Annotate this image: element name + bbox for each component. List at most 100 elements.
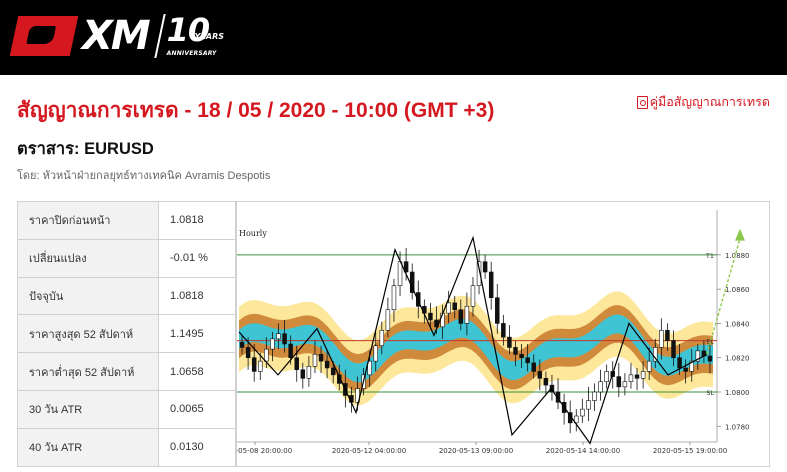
- level-label: T1: [705, 252, 714, 260]
- x-tick-label: 2020-05-08 20:00:00: [237, 447, 292, 455]
- y-tick-label: 1.0780: [725, 423, 750, 431]
- table-row: ปัจจุบัน 1.0818: [17, 276, 236, 316]
- candle-body: [677, 357, 682, 369]
- timeframe-label: Hourly: [239, 229, 267, 238]
- candle-body: [482, 261, 488, 273]
- candle-body: [428, 312, 433, 321]
- stat-value: 1.0658: [158, 352, 236, 391]
- candle-body: [604, 371, 609, 383]
- stat-value: 0.0065: [158, 389, 236, 429]
- candle-body: [270, 338, 275, 350]
- candle-body: [385, 309, 391, 331]
- anniversary-years: YEARS: [194, 32, 225, 41]
- signals-manual-link[interactable]: คู่มือสัญญาณการเทรด: [636, 92, 770, 112]
- y-tick-label: 1.0860: [725, 286, 750, 294]
- candle-body: [574, 415, 579, 424]
- candle-body: [640, 371, 646, 379]
- candle-body: [659, 329, 664, 348]
- stat-value: 1.0818: [158, 276, 236, 316]
- candle-body: [458, 309, 464, 324]
- candle-body: [239, 341, 245, 348]
- candle-body: [452, 302, 457, 311]
- candle-body: [373, 345, 378, 362]
- x-tick-label: 2020-05-15 19:00:00: [653, 447, 727, 455]
- y-tick-label: 1.0840: [725, 320, 750, 328]
- candle-body: [513, 347, 518, 355]
- inner-band: [239, 314, 713, 383]
- candle-body: [476, 261, 482, 287]
- author-byline: โดย: หัวหน้าฝ่ายกลยุทธ์ทางเทคนิค Avramis…: [17, 170, 271, 182]
- stat-label: ปัจจุบัน: [17, 276, 159, 316]
- candle-body: [707, 355, 713, 362]
- stat-value: 1.1495: [158, 314, 236, 354]
- stat-label: เปลี่ยนแปลง: [17, 238, 159, 278]
- x-tick-label: 2020-05-13 09:00:00: [439, 447, 513, 455]
- candle-body: [537, 371, 543, 379]
- pdf-icon: [636, 95, 648, 109]
- candle-body: [628, 374, 634, 383]
- candle-body: [276, 333, 281, 340]
- y-tick-label: 1.0800: [725, 389, 750, 397]
- candle-body: [391, 285, 397, 311]
- candle-body: [634, 374, 640, 379]
- candle-body: [586, 400, 591, 410]
- table-row: ราคาปิดก่อนหน้า 1.0818: [17, 201, 236, 240]
- anniversary-badge: 10 YEARS ANNIVERSARY: [167, 14, 227, 58]
- stats-table: ราคาปิดก่อนหน้า 1.0818 เปลี่ยนแปลง -0.01 %…: [17, 201, 236, 467]
- candle-body: [251, 357, 257, 372]
- price-chart-svg: Hourly 1.0880 1.0860 1.0840 1.0820 1.0800 1.07…: [237, 202, 769, 466]
- stat-label: ราคาต่ำสุด 52 สัปดาห์: [17, 352, 159, 391]
- candle-body: [646, 360, 652, 372]
- stat-value: 1.0818: [158, 201, 236, 240]
- signals-manual-label: คู่มือสัญญาณการเทรด: [649, 95, 770, 109]
- bull-logo-icon: [9, 16, 79, 56]
- candle-body: [264, 348, 269, 362]
- candle-body: [464, 305, 470, 324]
- projection-arrowhead: [735, 228, 745, 241]
- candle-body: [397, 261, 403, 287]
- candle-body: [446, 302, 451, 314]
- candle-body: [501, 323, 506, 338]
- instrument-heading: ตราสาร: EURUSD: [17, 140, 154, 158]
- candle-body: [525, 357, 530, 364]
- logo-text: XM: [82, 13, 151, 59]
- candle-body: [580, 408, 585, 417]
- candle-body: [288, 343, 293, 359]
- candle-body: [689, 360, 694, 372]
- candle-body: [488, 271, 494, 299]
- xm-logo[interactable]: XM 10 YEARS ANNIVERSARY: [9, 12, 227, 60]
- table-row: 40 วัน ATR 0.0130: [17, 427, 236, 467]
- candle-body: [355, 388, 360, 403]
- candle-body: [337, 374, 342, 384]
- candle-body: [598, 381, 603, 393]
- y-tick-label: 1.0820: [725, 355, 750, 363]
- candle-body: [495, 297, 500, 324]
- candle-body: [379, 329, 385, 347]
- stat-label: ราคาปิดก่อนหน้า: [17, 201, 159, 240]
- zigzag-line: [238, 235, 708, 445]
- table-row: เปลี่ยนแปลง -0.01 %: [17, 238, 236, 278]
- candle-body: [592, 391, 597, 401]
- candle-body: [294, 357, 299, 371]
- stat-label: ราคาสูงสุด 52 สัปดาห์: [17, 314, 159, 354]
- stat-value: -0.01 %: [158, 238, 236, 278]
- x-tick-label: 2020-05-14 14:00:00: [546, 447, 620, 455]
- candle-body: [367, 360, 372, 376]
- table-row: ราคาสูงสุด 52 สัปดาห์ 1.1495: [17, 314, 236, 354]
- anniversary-label: ANNIVERSARY: [166, 50, 217, 57]
- price-chart: Hourly 1.0880 1.0860 1.0840 1.0820 1.0800 1.07…: [236, 201, 770, 467]
- logo-divider: [153, 14, 166, 58]
- stat-label: 30 วัน ATR: [17, 389, 159, 429]
- candle-body: [258, 360, 263, 372]
- anniversary-number: 10: [166, 11, 211, 49]
- candle-body: [306, 365, 312, 379]
- candle-body: [683, 367, 688, 372]
- candle-body: [312, 353, 318, 367]
- candle-body: [695, 350, 701, 362]
- candle-body: [555, 391, 561, 403]
- top-bar: XM 10 YEARS ANNIVERSARY: [0, 0, 787, 75]
- candle-body: [616, 376, 622, 388]
- stat-value: 0.0130: [158, 427, 236, 467]
- candle-body: [671, 340, 676, 359]
- candle-body: [403, 261, 409, 273]
